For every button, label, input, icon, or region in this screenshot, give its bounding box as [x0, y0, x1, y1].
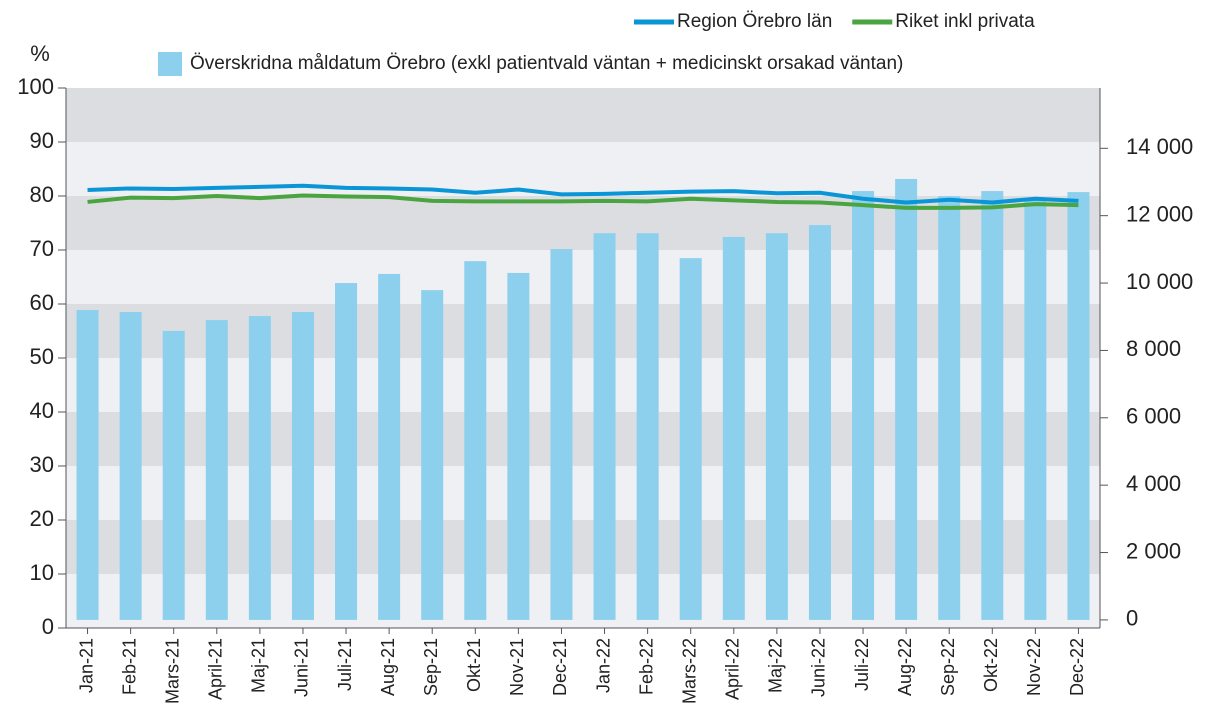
x-tick-label: Feb-22: [636, 638, 656, 695]
x-tick-label: Juli-22: [852, 638, 872, 691]
y2-tick-label: 6 000: [1126, 404, 1181, 429]
y-tick-label: 90: [30, 128, 54, 153]
x-tick-label: Jan-21: [76, 638, 96, 693]
bar: [335, 283, 358, 620]
y-tick-label: 40: [30, 398, 54, 423]
bar: [421, 290, 444, 620]
legend-label: Överskridna måldatum Örebro (exkl patien…: [190, 53, 903, 74]
y2-tick-label: 10 000: [1126, 269, 1193, 294]
bar: [378, 273, 401, 620]
grid-band: [66, 304, 1100, 358]
y-axis-label: %: [30, 41, 50, 66]
bar: [507, 272, 530, 620]
x-tick-label: Mars-22: [679, 638, 699, 704]
y2-tick-label: 14 000: [1126, 134, 1193, 159]
line: [87, 193, 1079, 210]
bar: [464, 261, 487, 620]
bar: [722, 236, 745, 620]
x-tick-label: Nov-21: [507, 638, 527, 696]
bar: [808, 225, 831, 620]
bar: [679, 258, 702, 620]
y2-tick-label: 2 000: [1126, 538, 1181, 563]
bar: [636, 233, 659, 620]
y-tick-label: 60: [30, 290, 54, 315]
y-tick-label: 50: [30, 344, 54, 369]
x-tick-label: Okt-22: [981, 638, 1001, 692]
bar: [550, 249, 573, 620]
line: [87, 183, 1079, 205]
y2-tick-label: 12 000: [1126, 201, 1193, 226]
y-tick-label: 70: [30, 236, 54, 261]
legend-label: Riket inkl privata: [895, 11, 1035, 32]
x-tick-label: Maj-21: [249, 638, 269, 693]
grid-band: [66, 358, 1100, 412]
bar: [895, 178, 918, 620]
bar: [162, 330, 185, 620]
legend-label: Region Örebro län: [677, 11, 832, 32]
bar: [938, 196, 961, 620]
y-tick-label: 10: [30, 560, 54, 585]
x-tick-label: Juli-21: [335, 638, 355, 691]
grid-band: [66, 250, 1100, 304]
grid-band: [66, 466, 1100, 520]
grid-band: [66, 412, 1100, 466]
x-tick-label: Aug-21: [378, 638, 398, 696]
y2-tick-label: 8 000: [1126, 336, 1181, 361]
x-tick-label: Mars-21: [162, 638, 182, 704]
y-tick-label: 20: [30, 506, 54, 531]
y-tick-label: 100: [17, 74, 54, 99]
x-tick-label: Aug-22: [895, 638, 915, 696]
x-tick-label: Okt-21: [464, 638, 484, 692]
y-tick-label: 0: [42, 614, 54, 639]
x-tick-label: Juni-21: [292, 638, 312, 697]
x-tick-label: Dec-21: [550, 638, 570, 696]
legend-swatch: [158, 52, 182, 76]
bar: [248, 316, 271, 620]
y2-tick-label: 0: [1126, 606, 1138, 631]
bar: [119, 312, 142, 620]
y-tick-label: 80: [30, 182, 54, 207]
grid-band: [66, 574, 1100, 628]
bar: [1024, 200, 1047, 620]
x-tick-label: Sep-22: [938, 638, 958, 696]
bar: [765, 233, 788, 620]
x-tick-label: Nov-22: [1024, 638, 1044, 696]
grid-band: [66, 196, 1100, 250]
y-tick-label: 30: [30, 452, 54, 477]
x-tick-label: April-21: [206, 638, 226, 700]
bar: [76, 309, 99, 620]
bar: [205, 320, 228, 620]
x-tick-label: Sep-21: [421, 638, 441, 696]
x-tick-label: Jan-22: [593, 638, 613, 693]
bar: [593, 233, 616, 620]
y2-tick-label: 4 000: [1126, 471, 1181, 496]
x-tick-label: Dec-22: [1067, 638, 1087, 696]
x-tick-label: Maj-22: [766, 638, 786, 693]
x-tick-label: Juni-22: [809, 638, 829, 697]
bar: [981, 191, 1004, 620]
grid-band: [66, 520, 1100, 574]
bar: [291, 312, 314, 620]
bar: [1067, 192, 1090, 620]
x-tick-label: Feb-21: [119, 638, 139, 695]
x-tick-label: April-22: [723, 638, 743, 700]
grid-band: [66, 88, 1100, 142]
bar: [852, 191, 875, 620]
